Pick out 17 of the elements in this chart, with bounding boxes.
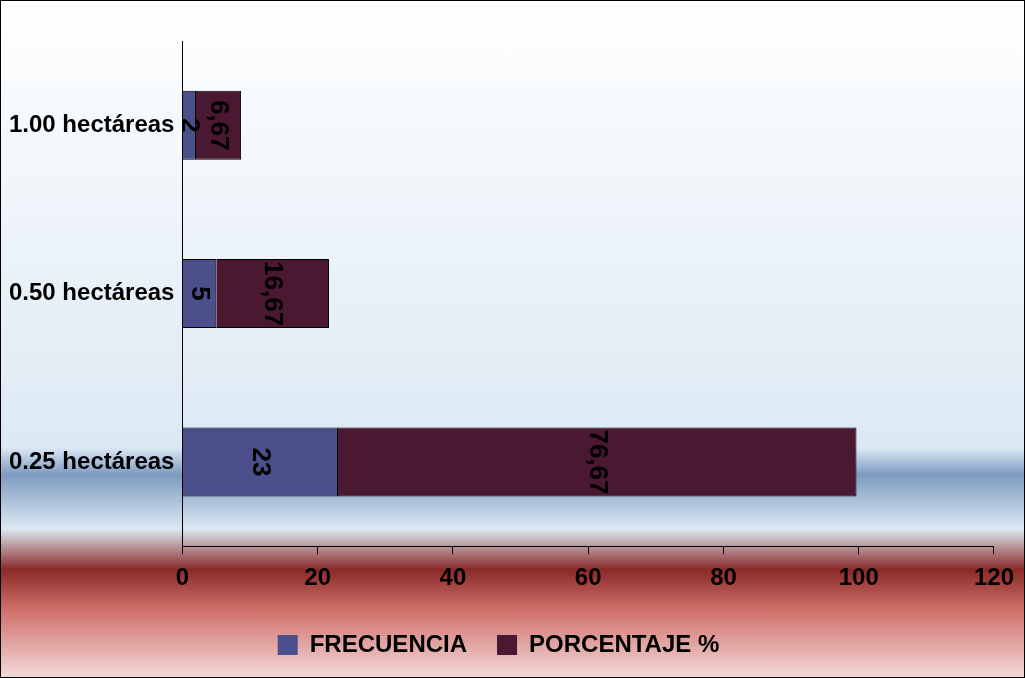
x-tick-label: 20: [304, 563, 332, 591]
x-tick-label: 120: [973, 563, 1014, 591]
data-label: 6,67: [205, 99, 236, 151]
y-tick-label: 0.50 hectáreas: [8, 278, 175, 306]
data-label: 76,67: [584, 429, 615, 495]
data-label: 5: [186, 286, 217, 301]
x-tick-label: 0: [175, 563, 190, 591]
x-tick-label: 60: [574, 563, 602, 591]
data-label: 23: [247, 447, 278, 477]
x-tick-label: 80: [710, 563, 737, 591]
legend-label: PORCENTAJE %: [529, 629, 720, 657]
data-label: 16,67: [259, 261, 290, 327]
y-tick-label: 1.00 hectáreas: [8, 109, 175, 137]
x-tick-label: 40: [439, 563, 467, 591]
legend-label: FRECUENCIA: [309, 629, 468, 657]
x-tick-label: 100: [838, 563, 879, 591]
y-tick-label: 0.25 hectáreas: [8, 446, 175, 474]
